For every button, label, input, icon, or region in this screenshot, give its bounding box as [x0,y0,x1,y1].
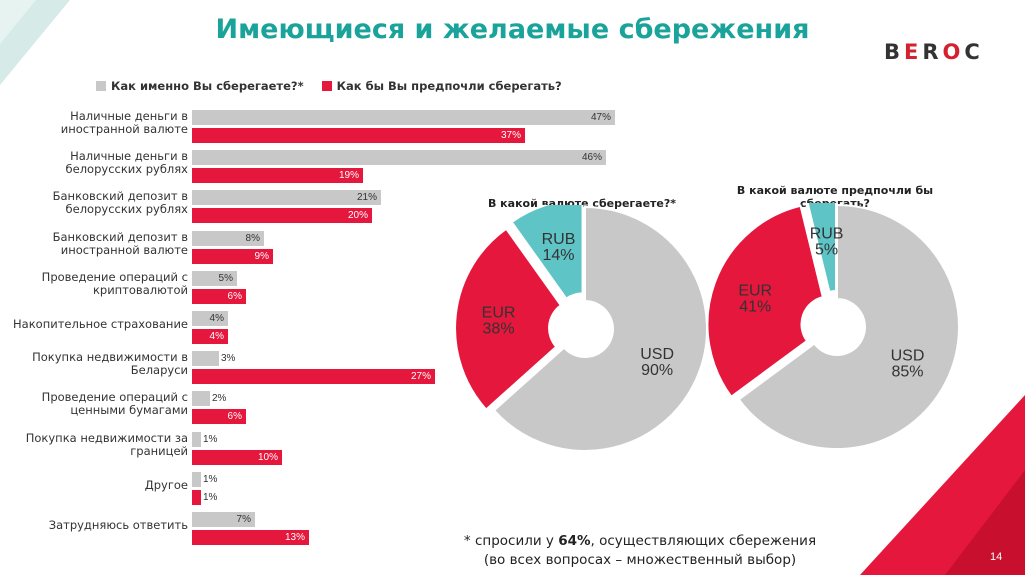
bar-value-current: 1% [203,433,218,445]
legend-item-preferred: Как бы Вы предпочли сберегать? [321,79,562,93]
bar-preferred [192,248,273,264]
category-label: Банковский депозит в белорусских рублях [52,189,188,217]
bar-value-current: 8% [245,232,260,244]
bar-value-current: 47% [590,112,611,123]
page-number: 14 [990,551,1003,563]
bar-value-current: 2% [212,393,227,405]
beroc-logo: BEROC [884,40,984,64]
bar-value-preferred: 13% [284,532,305,543]
legend-label-preferred: Как бы Вы предпочли сберегать? [336,79,562,93]
category-label: Проведение операций с ценными бумагами [41,390,188,418]
bar-current [192,471,201,487]
pie-label-rub: RUB [810,226,844,243]
pie-label-eur: 38% [483,320,515,337]
pie-label-rub: RUB [542,231,576,248]
pie-label-usd: 90% [641,362,673,379]
pie-slice-rub [806,203,838,294]
category-label: Накопительное страхование [13,317,188,331]
pie-title-current: В какой валюте сберегаете?* [487,197,677,210]
bar-value-preferred: 10% [257,451,278,463]
bar-preferred [192,168,363,184]
bar-preferred [192,329,228,344]
bar-value-preferred: 20% [347,210,368,222]
bar-current [192,230,264,246]
footnote-line2: (во всех вопросах – множественный выбор) [483,552,797,568]
bar-value-preferred: 6% [227,290,242,302]
bar-value-preferred: 1% [203,491,218,503]
bar-value-current: 1% [203,473,218,485]
bar-preferred [192,409,246,425]
bar-value-preferred: 19% [338,170,359,182]
bar-current [192,110,615,125]
bar-value-preferred: 37% [500,130,521,141]
page-title: Имеющиеся и желаемые сбережения [215,14,810,45]
bar-value-preferred: 4% [209,331,224,342]
category-label: Затрудняюсь ответить [48,518,188,532]
bar-value-current: 5% [218,272,233,284]
pie-label-usd: USD [640,346,674,363]
bar-current [192,270,237,286]
pie-slice-eur [707,204,825,399]
pie-slice-usd [737,203,960,450]
pie-slice-usd [492,205,708,452]
footnote-line1: * спросили у 64%, осуществляющих сбереже… [463,533,817,549]
bar-preferred [192,489,201,505]
category-label: Банковский депозит в иностранной валюте [52,229,188,257]
footnote: * спросили у 64%, осуществляющих сбереже… [440,532,840,570]
pie-label-usd: USD [891,348,925,365]
pie-slice-eur [455,227,563,411]
legend-item-current: Как именно Вы сберегаете?* [96,79,304,93]
footnote-bold: 64% [558,533,591,549]
bar-chart-legend: Как именно Вы сберегаете?* Как бы Вы пре… [96,79,576,93]
category-label: Покупка недвижимости за границей [25,430,188,458]
bar-value-current: 46% [581,152,602,164]
pie-label-rub: 5% [815,242,838,259]
legend-label-current: Как именно Вы сберегаете?* [111,79,304,93]
pie-label-eur: EUR [738,282,772,299]
category-label: Покупка недвижимости в Беларуси [32,350,188,378]
legend-swatch-preferred [321,81,332,91]
bar-value-preferred: 9% [254,250,269,262]
bar-value-current: 21% [356,192,377,204]
category-label: Проведение операций с криптовалютой [41,269,188,297]
pie-slice-rub [510,205,584,300]
bar-current [192,150,606,166]
bar-value-preferred: 27% [410,371,431,383]
pie-label-usd: 85% [892,364,924,381]
bar-preferred [192,128,525,143]
category-label: Другое [144,477,188,492]
bar-current [192,311,228,326]
bar-value-current: 7% [236,514,251,525]
bar-value-current: 4% [209,313,224,324]
bar-preferred [192,208,372,224]
bar-preferred [192,369,435,385]
legend-swatch-current [96,81,106,91]
bar-value-preferred: 6% [227,411,242,423]
bar-current [192,351,219,367]
category-label: Наличные деньги в белорусских рублях [65,149,188,177]
bar-current [192,190,381,206]
category-label: Наличные деньги в иностранной валюте [60,109,188,136]
bar-current [192,391,210,407]
bar-current [192,512,255,527]
bar-preferred [192,288,246,304]
bar-preferred [192,449,282,465]
pie-label-eur: 41% [739,298,771,315]
bar-value-current: 3% [221,353,236,365]
bar-current [192,431,201,447]
pie-label-eur: EUR [482,304,516,321]
pie-label-rub: 14% [542,247,574,264]
bar-preferred [192,530,309,545]
